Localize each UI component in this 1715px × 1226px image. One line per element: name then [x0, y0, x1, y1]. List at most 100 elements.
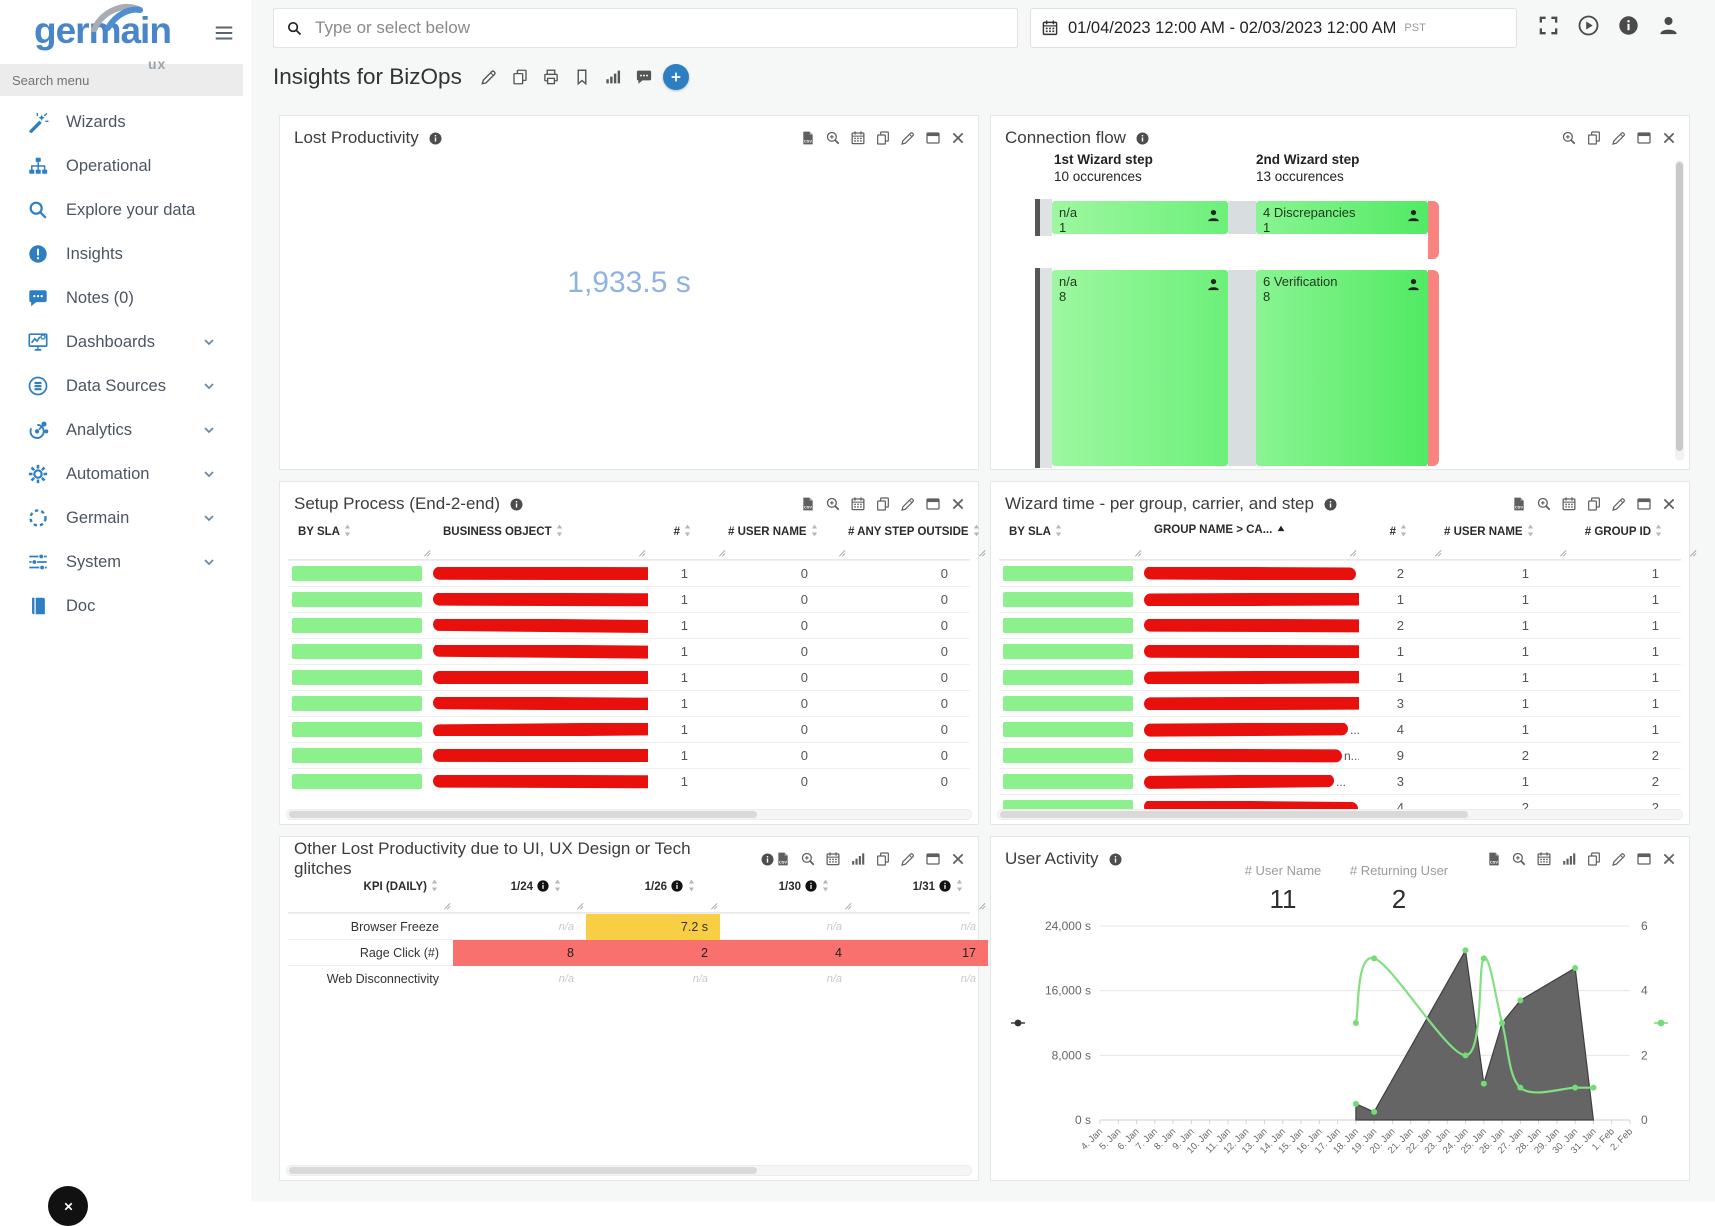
sidebar-item-doc[interactable]: Doc	[0, 584, 251, 628]
chart-icon[interactable]	[850, 851, 866, 867]
sidebar-item-dashboards[interactable]: Dashboards	[0, 320, 251, 364]
close-icon[interactable]	[950, 496, 966, 512]
table-row[interactable]: ... 3 1 2	[999, 768, 1681, 794]
export-csv-icon[interactable]	[1511, 496, 1527, 512]
sort-icon[interactable]	[1399, 524, 1408, 537]
info-icon[interactable]	[760, 852, 775, 867]
close-icon[interactable]	[950, 851, 966, 867]
zoom-icon[interactable]	[825, 496, 841, 512]
column-header[interactable]: GROUP NAME > CA...	[1144, 518, 1359, 559]
table-row[interactable]: 111	[999, 664, 1681, 690]
flow-node[interactable]: n/a 8	[1052, 270, 1228, 466]
column-header[interactable]: 1/24	[453, 873, 586, 912]
table-row[interactable]: Browser Freeze n/a 7.2 s n/a n/a	[288, 913, 970, 939]
column-header[interactable]: #	[648, 518, 728, 559]
copy-icon[interactable]	[511, 68, 529, 86]
sort-icon[interactable]	[430, 879, 439, 892]
window-icon[interactable]	[1636, 496, 1652, 512]
sort-icon[interactable]	[555, 524, 564, 537]
table-row[interactable]: ...100	[288, 768, 970, 794]
user-profile-icon[interactable]	[1657, 14, 1680, 37]
column-resize-handle-icon[interactable]	[842, 900, 852, 910]
sidebar-item-data-sources[interactable]: Data Sources	[0, 364, 251, 408]
window-icon[interactable]	[1636, 851, 1652, 867]
sort-icon[interactable]	[1526, 524, 1535, 537]
sort-icon[interactable]	[821, 879, 830, 892]
chart-icon[interactable]	[604, 68, 622, 86]
export-csv-icon[interactable]	[800, 130, 816, 146]
sidebar-item-notes-0[interactable]: Notes (0)	[0, 276, 251, 320]
table-row[interactable]: Web Disconnectivity n/a n/a n/a n/a	[288, 965, 970, 991]
column-resize-handle-icon[interactable]	[574, 900, 584, 910]
sidebar-item-operational[interactable]: Operational	[0, 144, 251, 188]
copy-icon[interactable]	[875, 496, 891, 512]
column-header[interactable]: 1/31	[854, 873, 988, 912]
export-csv-icon[interactable]	[800, 496, 816, 512]
column-resize-handle-icon[interactable]	[836, 547, 846, 557]
print-icon[interactable]	[542, 68, 560, 86]
column-header[interactable]: # USER NAME	[1444, 518, 1569, 559]
column-resize-handle-icon[interactable]	[1432, 547, 1442, 557]
comment-icon[interactable]	[635, 68, 653, 86]
column-resize-handle-icon[interactable]	[636, 547, 646, 557]
table-row[interactable]: In...100	[288, 612, 970, 638]
flow-node[interactable]: 6 Verification 8	[1256, 270, 1428, 466]
play-icon[interactable]	[1577, 14, 1600, 37]
chart-icon[interactable]	[1561, 851, 1577, 867]
column-header[interactable]: # GROUP ID	[1569, 518, 1699, 559]
zoom-icon[interactable]	[800, 851, 816, 867]
sort-icon[interactable]	[1654, 524, 1663, 537]
table-row[interactable]: 2 1 1	[999, 560, 1681, 586]
edit-icon[interactable]	[900, 851, 916, 867]
sidebar-search-input[interactable]	[0, 64, 243, 96]
edit-icon[interactable]	[1611, 130, 1627, 146]
close-icon[interactable]	[1661, 496, 1677, 512]
sidebar-item-analytics[interactable]: Analytics	[0, 408, 251, 452]
column-header[interactable]: # ANY STEP OUTSIDE	[848, 518, 988, 559]
column-header[interactable]: 1/26	[586, 873, 720, 912]
zoom-icon[interactable]	[825, 130, 841, 146]
flow-node[interactable]: 4 Discrepancies 1	[1256, 201, 1428, 234]
add-widget-button[interactable]	[663, 64, 689, 90]
column-header[interactable]: BUSINESS OBJECT	[433, 518, 648, 559]
sort-icon[interactable]	[810, 524, 819, 537]
sort-icon[interactable]	[683, 524, 692, 537]
calendar-icon[interactable]	[825, 851, 841, 867]
sort-icon[interactable]	[343, 524, 352, 537]
sidebar-item-automation[interactable]: Automation	[0, 452, 251, 496]
horizontal-scrollbar[interactable]	[286, 1165, 972, 1176]
table-row[interactable]: 1 0 0	[288, 690, 970, 716]
window-icon[interactable]	[1636, 130, 1652, 146]
calendar-icon[interactable]	[850, 130, 866, 146]
info-icon[interactable]	[1135, 131, 1150, 146]
copy-icon[interactable]	[875, 130, 891, 146]
table-row[interactable]: ...100	[288, 586, 970, 612]
hamburger-menu-icon[interactable]	[213, 22, 235, 44]
table-row[interactable]: ... 4 1 1	[999, 716, 1681, 742]
column-resize-handle-icon[interactable]	[976, 547, 986, 557]
table-row[interactable]: 111	[999, 586, 1681, 612]
zoom-icon[interactable]	[1561, 130, 1577, 146]
table-row[interactable]: 111	[999, 638, 1681, 664]
copy-icon[interactable]	[1586, 496, 1602, 512]
fullscreen-icon[interactable]	[1537, 14, 1560, 37]
zoom-icon[interactable]	[1536, 496, 1552, 512]
edit-icon[interactable]	[900, 496, 916, 512]
table-row[interactable]: n... 9 2 2	[999, 742, 1681, 768]
copy-icon[interactable]	[1586, 130, 1602, 146]
info-icon[interactable]	[1323, 497, 1338, 512]
bookmark-icon[interactable]	[573, 68, 591, 86]
edit-icon[interactable]	[900, 130, 916, 146]
sort-icon[interactable]	[553, 879, 562, 892]
table-row[interactable]: 1 0 0	[288, 560, 970, 586]
user-activity-chart[interactable]: 0 s 08,000 s 216,000 s 424,000 s 64. Jan5. J…	[991, 921, 1691, 1181]
info-icon[interactable]	[509, 497, 524, 512]
column-header[interactable]: BY SLA	[999, 518, 1144, 559]
info-icon[interactable]	[1617, 14, 1640, 37]
table-row[interactable]: 1 0 0	[288, 742, 970, 768]
column-resize-handle-icon[interactable]	[708, 900, 718, 910]
table-row[interactable]: 1 0 0	[288, 664, 970, 690]
column-resize-handle-icon[interactable]	[976, 900, 986, 910]
sort-icon[interactable]	[1276, 524, 1286, 534]
info-icon[interactable]	[804, 879, 818, 893]
